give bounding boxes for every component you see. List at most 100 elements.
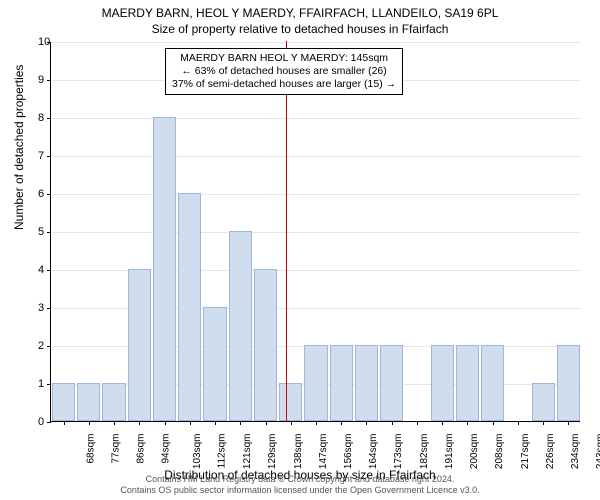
chart-title-main: MAERDY BARN, HEOL Y MAERDY, FFAIRFACH, L… [0, 0, 600, 20]
reference-line [286, 41, 287, 421]
footer-line1: Contains HM Land Registry data © Crown c… [0, 474, 600, 485]
histogram-bar [254, 269, 277, 421]
xtick-mark [165, 421, 166, 425]
xtick-label: 182sqm [419, 434, 430, 470]
histogram-bar [355, 345, 378, 421]
ytick-mark [47, 422, 51, 423]
xtick-mark [114, 421, 115, 425]
ytick-mark [47, 194, 51, 195]
xtick-label: 147sqm [318, 434, 329, 470]
xtick-label: 208sqm [495, 434, 506, 470]
xtick-mark [392, 421, 393, 425]
xtick-mark [417, 421, 418, 425]
histogram-bar [52, 383, 75, 421]
histogram-bar [153, 117, 176, 421]
xtick-label: 173sqm [394, 434, 405, 470]
ytick-mark [47, 80, 51, 81]
xtick-mark [64, 421, 65, 425]
xtick-mark [568, 421, 569, 425]
xtick-label: 112sqm [216, 434, 227, 469]
xtick-mark [341, 421, 342, 425]
gridline [51, 156, 581, 157]
histogram-bar [279, 383, 302, 421]
histogram-bar [330, 345, 353, 421]
annotation-line1: MAERDY BARN HEOL Y MAERDY: 145sqm [172, 52, 396, 65]
xtick-mark [190, 421, 191, 425]
histogram-bar [532, 383, 555, 421]
xtick-mark [316, 421, 317, 425]
xtick-label: 200sqm [469, 434, 480, 470]
histogram-bar [456, 345, 479, 421]
gridline [51, 232, 581, 233]
xtick-label: 77sqm [110, 434, 121, 464]
annotation-line2: ← 63% of detached houses are smaller (26… [172, 65, 396, 78]
xtick-label: 226sqm [545, 434, 556, 470]
histogram-bar [481, 345, 504, 421]
ytick-mark [47, 270, 51, 271]
ytick-label: 8 [38, 112, 44, 124]
xtick-mark [467, 421, 468, 425]
ytick-mark [47, 308, 51, 309]
ytick-mark [47, 384, 51, 385]
xtick-mark [442, 421, 443, 425]
xtick-label: 164sqm [368, 434, 379, 470]
histogram-bar [557, 345, 580, 421]
xtick-label: 243sqm [595, 434, 600, 470]
ytick-label: 4 [38, 264, 44, 276]
ytick-label: 10 [38, 36, 50, 48]
gridline [51, 42, 581, 43]
footer-attribution: Contains HM Land Registry data © Crown c… [0, 474, 600, 496]
gridline [51, 118, 581, 119]
ytick-mark [47, 346, 51, 347]
chart-title-sub: Size of property relative to detached ho… [0, 20, 600, 36]
histogram-bar [431, 345, 454, 421]
xtick-mark [215, 421, 216, 425]
histogram-bar [102, 383, 125, 421]
annotation-line3: 37% of semi-detached houses are larger (… [172, 78, 396, 91]
xtick-label: 129sqm [267, 434, 278, 470]
ytick-mark [47, 232, 51, 233]
ytick-label: 3 [38, 302, 44, 314]
histogram-bar [77, 383, 100, 421]
xtick-mark [89, 421, 90, 425]
chart-area: MAERDY BARN HEOL Y MAERDY: 145sqm ← 63% … [50, 42, 580, 422]
xtick-mark [139, 421, 140, 425]
xtick-label: 121sqm [242, 434, 253, 470]
annotation-box: MAERDY BARN HEOL Y MAERDY: 145sqm ← 63% … [165, 48, 403, 95]
xtick-mark [366, 421, 367, 425]
ytick-label: 7 [38, 150, 44, 162]
y-axis-label: Number of detached properties [12, 65, 26, 230]
xtick-label: 94sqm [161, 434, 172, 464]
histogram-bar [178, 193, 201, 421]
histogram-bar [380, 345, 403, 421]
ytick-label: 6 [38, 188, 44, 200]
xtick-label: 234sqm [570, 434, 581, 470]
xtick-mark [266, 421, 267, 425]
footer-line2: Contains OS public sector information li… [0, 485, 600, 496]
xtick-label: 138sqm [293, 434, 304, 470]
ytick-label: 9 [38, 74, 44, 86]
ytick-mark [47, 156, 51, 157]
histogram-bar [203, 307, 226, 421]
histogram-bar [128, 269, 151, 421]
xtick-label: 217sqm [520, 434, 531, 470]
xtick-mark [493, 421, 494, 425]
histogram-bar [304, 345, 327, 421]
plot-area [50, 42, 580, 422]
ytick-mark [47, 118, 51, 119]
xtick-mark [291, 421, 292, 425]
gridline [51, 194, 581, 195]
histogram-bar [229, 231, 252, 421]
xtick-mark [543, 421, 544, 425]
xtick-mark [240, 421, 241, 425]
ytick-label: 1 [38, 378, 44, 390]
xtick-mark [518, 421, 519, 425]
xtick-label: 156sqm [343, 434, 354, 470]
xtick-label: 86sqm [136, 434, 147, 464]
ytick-label: 2 [38, 340, 44, 352]
xtick-label: 191sqm [444, 434, 455, 470]
ytick-label: 5 [38, 226, 44, 238]
ytick-label: 0 [38, 416, 44, 428]
xtick-label: 103sqm [192, 434, 203, 470]
xtick-label: 68sqm [85, 434, 96, 464]
